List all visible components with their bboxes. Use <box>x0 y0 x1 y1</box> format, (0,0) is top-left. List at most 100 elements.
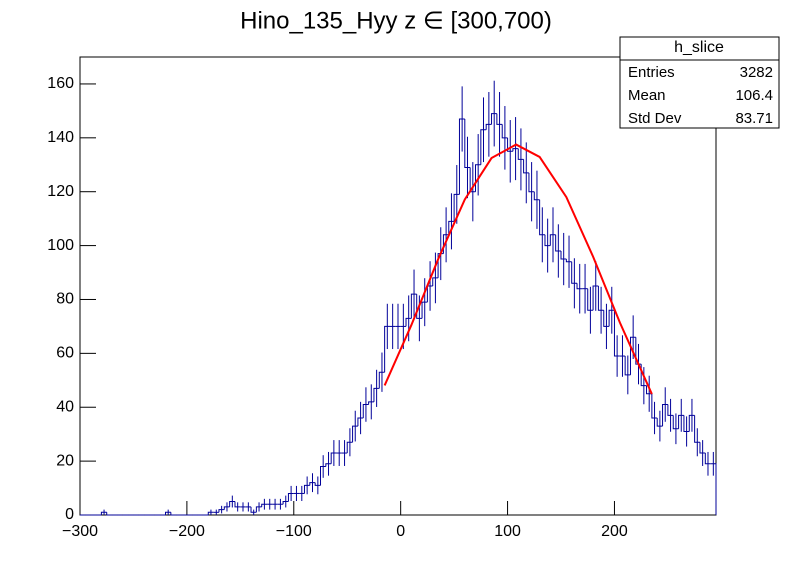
histogram-bin <box>613 310 620 357</box>
fit-curve <box>383 143 653 395</box>
y-tick-label: 20 <box>56 452 74 469</box>
stats-label: Std Dev <box>628 110 682 127</box>
x-tick-label: −100 <box>276 523 312 540</box>
histogram-bin <box>410 293 417 319</box>
histogram-bin <box>170 512 177 516</box>
stats-box: h_slice Entries 3282 Mean 106.4 Std Dev 83.71 <box>619 36 780 129</box>
histogram-bin <box>694 415 700 443</box>
histogram-bin <box>576 283 583 290</box>
histogram-bin <box>330 452 337 464</box>
histogram-bin <box>314 482 321 486</box>
histogram-bin <box>656 418 663 427</box>
histogram-bin <box>106 512 113 516</box>
histogram-bin <box>512 148 519 152</box>
histogram-bin <box>250 506 257 513</box>
histogram-bin <box>325 463 332 467</box>
histogram-bin <box>458 118 465 195</box>
histogram-bin <box>565 259 572 263</box>
y-tick-label: 0 <box>65 506 74 523</box>
y-tick-label: 160 <box>47 75 74 92</box>
histogram-bin <box>603 310 610 327</box>
histogram-bin <box>303 484 310 494</box>
histogram-bin <box>629 336 636 375</box>
histogram-bin <box>261 503 268 507</box>
x-tick-label: 100 <box>494 523 521 540</box>
histogram-bin <box>683 415 690 432</box>
y-tick-label: 40 <box>56 398 74 415</box>
histogram-bin <box>432 277 439 286</box>
histogram-bin <box>346 441 353 454</box>
frame <box>79 56 717 516</box>
histogram-bin <box>491 113 497 125</box>
histogram-bin <box>373 387 380 402</box>
histogram-bin <box>651 393 658 419</box>
histogram-bin <box>587 288 594 311</box>
histogram-bin <box>480 129 487 165</box>
histogram-bin <box>405 317 412 327</box>
histogram-bin <box>207 511 214 515</box>
histogram-bin <box>592 285 599 311</box>
histogram-bin <box>362 404 369 419</box>
histogram-bin <box>704 453 711 465</box>
histogram-bin <box>549 234 556 246</box>
histogram-bin <box>416 294 423 319</box>
histogram-bin <box>555 234 562 252</box>
histogram-bin <box>571 261 578 284</box>
histogram-bin <box>496 113 503 125</box>
histogram-bin <box>667 404 674 416</box>
x-tick-label: 0 <box>396 523 405 540</box>
y-tick-label: 60 <box>56 345 74 362</box>
stats-title: h_slice <box>674 39 724 56</box>
histogram-bin <box>218 509 225 513</box>
histogram-bin <box>378 371 385 389</box>
histogram-bin <box>523 159 529 174</box>
histogram-bin <box>517 148 524 160</box>
histogram-bin <box>608 309 615 327</box>
histogram-bin <box>223 506 230 510</box>
histogram-bin <box>352 425 358 443</box>
stats-border <box>619 36 780 129</box>
stats-value: 106.4 <box>735 87 773 104</box>
histogram-bin <box>501 124 508 139</box>
stats-value: 3282 <box>740 64 773 81</box>
histogram-bin <box>678 414 684 429</box>
histogram-bin <box>368 401 374 405</box>
histogram-bin <box>688 414 695 432</box>
histogram-bin <box>672 415 679 430</box>
histogram-bin <box>421 301 428 319</box>
histogram-bin <box>485 123 492 130</box>
stats-value: 83.71 <box>735 110 773 127</box>
stats-label: Mean <box>628 87 666 104</box>
stats-label: Entries <box>628 64 675 81</box>
histogram-bin <box>646 385 652 395</box>
histogram-bin <box>464 118 471 168</box>
histogram-bin <box>255 506 262 513</box>
histogram-bin <box>533 191 540 201</box>
chart-title: Hino_135_Hyy z ∈ [300,700) <box>240 7 552 34</box>
histogram-bin <box>624 356 631 376</box>
histogram-bin <box>357 417 364 427</box>
histogram-bin <box>320 466 326 486</box>
histogram-bin <box>597 286 604 311</box>
histogram-bin <box>282 501 289 505</box>
x-tick-label: 200 <box>601 523 628 540</box>
histogram-bin <box>165 511 171 515</box>
histogram-bin <box>287 492 294 502</box>
histogram-bin <box>539 199 545 236</box>
histogram-bin <box>699 442 706 454</box>
y-tick-label: 140 <box>47 129 74 146</box>
histogram-bin <box>234 501 241 508</box>
histogram-bin <box>507 137 513 152</box>
histogram-bin <box>544 234 551 247</box>
histogram-bin <box>384 325 390 373</box>
x-tick-label: −300 <box>62 523 98 540</box>
y-tick-label: 80 <box>56 291 74 308</box>
histogram-bin <box>560 250 567 260</box>
histogram-bin <box>229 501 235 507</box>
histogram-bin <box>309 482 316 486</box>
histogram-bin <box>448 220 455 235</box>
histogram-bin <box>662 404 668 427</box>
histogram-bin <box>710 463 717 515</box>
